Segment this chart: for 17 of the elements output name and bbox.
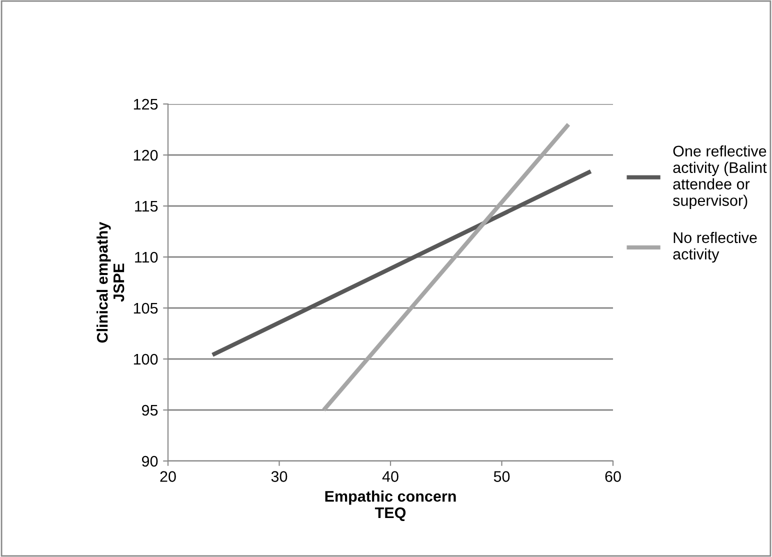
x-tick-label: 60 (605, 471, 621, 482)
y-axis-title: Clinical empathy JSPE (96, 222, 124, 343)
y-tick-label: 125 (134, 98, 158, 110)
y-tick-label: 110 (135, 252, 158, 263)
x-tick-label: 50 (494, 471, 510, 482)
x-tick-label: 20 (160, 471, 176, 482)
y-tick-label: 115 (135, 201, 158, 212)
y-tick-label: 90 (142, 456, 158, 467)
x-tick-label: 40 (382, 471, 398, 482)
x-tick-label: 30 (271, 471, 288, 482)
x-axis-title: Empathic concern TEQ (325, 490, 456, 522)
legend-label: No reflective activity (673, 232, 757, 263)
y-tick-label: 95 (142, 404, 158, 416)
y-tick-label: 105 (134, 302, 158, 314)
y-tick-label: 120 (134, 150, 158, 161)
y-tick-label: 100 (134, 354, 158, 365)
legend-label: One reflective activity (Balint attendee or supervisor) (673, 145, 767, 209)
